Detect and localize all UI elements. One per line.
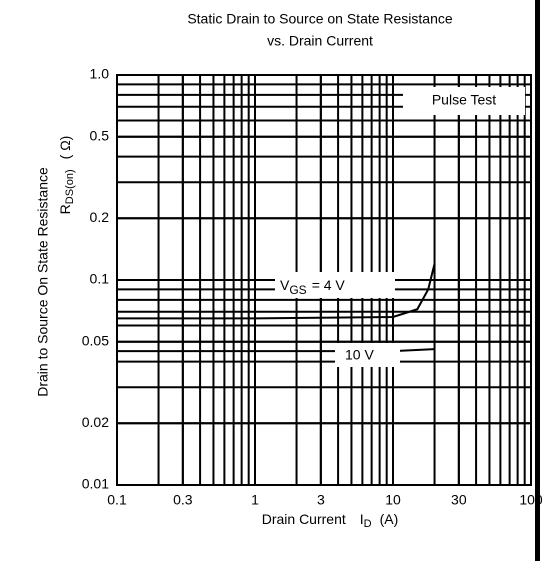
- y-unit: ( Ω): [57, 136, 73, 160]
- series-line: [117, 263, 436, 320]
- plot-frame: [116, 74, 532, 486]
- series-label: VGS = 4 V: [280, 277, 345, 297]
- series-line: [117, 348, 435, 353]
- x-label-text: Drain Current: [262, 511, 346, 527]
- y-tick-label: 0.1: [90, 271, 110, 287]
- series-label-part: GS: [289, 283, 306, 297]
- y-tick-label: 0.2: [90, 209, 110, 225]
- x-subscript: D: [364, 518, 372, 530]
- x-symbol: I: [360, 511, 364, 527]
- label-background: [335, 343, 400, 367]
- y-tick-label: 1.0: [90, 66, 110, 82]
- x-axis-label: Drain Current ID (A): [262, 511, 399, 530]
- y-symbol: R: [57, 204, 73, 214]
- chart-subtitle: vs. Drain Current: [267, 33, 373, 49]
- x-unit: (A): [380, 511, 399, 527]
- x-tick-label: 30: [451, 492, 467, 508]
- y-subscript: DS(on): [64, 169, 76, 204]
- y-tick-label: 0.02: [82, 414, 109, 430]
- label-background: [275, 272, 395, 298]
- edge-bar: [535, 0, 540, 561]
- series-label-part: = 4 V: [312, 277, 346, 293]
- x-tick-label: 0.1: [107, 492, 127, 508]
- y-tick-label: 0.05: [82, 332, 109, 348]
- series-label: 10 V: [345, 347, 374, 363]
- y-axis-label: Drain to Source On State Resistance: [35, 167, 51, 397]
- x-tick-label: 10: [385, 492, 401, 508]
- x-tick-label: 3: [317, 492, 325, 508]
- annotation-box: [403, 87, 525, 115]
- y-axis-unit: RDS(on) ( Ω): [57, 136, 76, 215]
- y-tick-label: 0.01: [82, 476, 109, 492]
- y-tick-label: 0.5: [90, 127, 110, 143]
- x-tick-label: 1: [251, 492, 259, 508]
- chart-title: Static Drain to Source on State Resistan…: [187, 11, 453, 27]
- annotation: Pulse Test: [432, 92, 496, 108]
- x-tick-label: 0.3: [173, 492, 193, 508]
- series-label-part: V: [280, 277, 290, 293]
